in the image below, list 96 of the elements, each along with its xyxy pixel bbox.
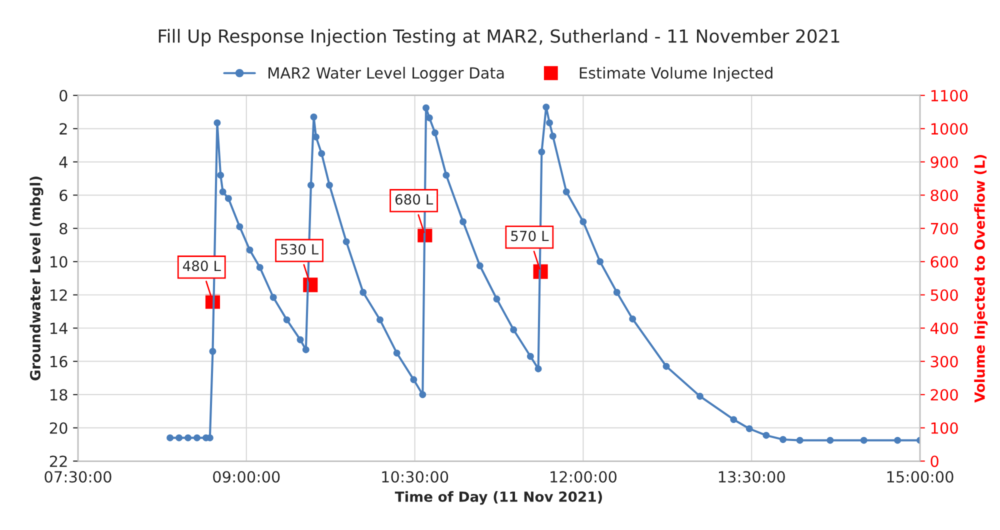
y2-tick-label: 1100 [931, 90, 968, 102]
y2-tick-label: 1000 [931, 123, 968, 135]
point [613, 288, 620, 296]
point [236, 223, 244, 230]
point [246, 246, 254, 254]
point [256, 264, 264, 271]
legend-label: MAR2 Water Level Logger Data [268, 66, 504, 82]
y-tick-label: 12 [50, 289, 67, 301]
point [730, 416, 738, 424]
point [534, 365, 542, 372]
point [296, 336, 304, 344]
y2-tick-label: 400 [930, 322, 958, 334]
y2-tick-label: 100 [931, 422, 958, 434]
data-label: 680 L [395, 194, 434, 205]
point [219, 188, 226, 196]
point [629, 316, 636, 322]
y-axis-title: Groundwater Level (mbgl) [30, 176, 44, 380]
point [393, 350, 400, 357]
x-tick-label: 09:00:00 [213, 471, 280, 483]
point [526, 352, 534, 360]
y-tick-label: 16 [50, 356, 68, 368]
y-tick-label: 22 [50, 456, 67, 467]
y2-tick-label: 600 [930, 256, 958, 268]
x-tick-label: 10:30:00 [382, 471, 448, 483]
point [270, 294, 277, 301]
point [493, 296, 500, 302]
point [796, 436, 804, 444]
y2-tick-label: 300 [930, 356, 958, 368]
point [442, 172, 450, 179]
point [209, 348, 216, 355]
point [426, 114, 433, 122]
data-label: 570 L [511, 230, 549, 242]
point [224, 194, 232, 202]
point [318, 150, 326, 158]
x-tick-label: 13:30:00 [718, 471, 785, 483]
point [326, 182, 333, 189]
point [562, 188, 570, 196]
y2-axis-title: Volume Injected to Overflow (L) [974, 154, 988, 403]
y-tick-label: 10 [50, 256, 68, 268]
point [302, 346, 310, 354]
chart-title: Fill Up Response Injection Testing at MAR2, Sutherland - 11 November 2021 [158, 28, 840, 46]
y-tick-label: 18 [50, 389, 68, 401]
point [410, 376, 418, 384]
point [419, 391, 426, 398]
point [580, 218, 587, 226]
point [662, 362, 670, 370]
point [422, 104, 430, 112]
x-tick-label: 07:30:00 [44, 471, 112, 483]
point [217, 172, 224, 179]
y-tick-label: 4 [59, 156, 68, 168]
point [542, 104, 550, 111]
point [596, 258, 604, 266]
point [176, 434, 183, 442]
x-tick-label: 12:00:00 [550, 471, 616, 483]
point [476, 262, 484, 270]
point [184, 434, 192, 442]
point [312, 133, 320, 140]
point [510, 326, 518, 334]
y-tick-label: 2 [60, 123, 67, 134]
point [166, 434, 174, 442]
y-tick-label: 0 [60, 90, 68, 102]
y2-tick-label: 700 [930, 222, 958, 234]
data-label: 480 L [182, 260, 221, 272]
point [283, 316, 290, 324]
point [746, 425, 753, 432]
y2-tick-label: 0 [930, 456, 938, 468]
y-tick-label: 8 [60, 222, 68, 234]
point [214, 119, 221, 126]
x-tick-label: 15:00:00 [887, 471, 954, 483]
point [894, 436, 902, 444]
point [432, 129, 438, 136]
point [194, 434, 200, 442]
point [360, 288, 367, 296]
point [696, 392, 704, 400]
data-label: 530 L [281, 244, 319, 255]
x-axis-title: Time of Day (11 Nov 2021) [394, 491, 602, 505]
y2-tick-label: 800 [930, 190, 958, 202]
point [307, 182, 314, 189]
y-tick-label: 14 [50, 322, 68, 334]
y2-tick-label: 500 [930, 289, 958, 301]
point [310, 114, 318, 120]
point [826, 436, 834, 444]
point [342, 238, 350, 246]
point [460, 218, 467, 226]
point [546, 119, 553, 126]
point [780, 436, 787, 443]
legend-label: Estimate Volume Injected [580, 66, 772, 82]
point [538, 148, 546, 156]
point [860, 436, 868, 444]
y2-tick-label: 200 [930, 389, 958, 401]
y-tick-label: 6 [60, 190, 68, 202]
point [762, 432, 770, 439]
point [376, 316, 384, 324]
y-tick-label: 20 [50, 422, 68, 434]
y2-tick-label: 900 [930, 156, 958, 168]
point [549, 132, 556, 140]
